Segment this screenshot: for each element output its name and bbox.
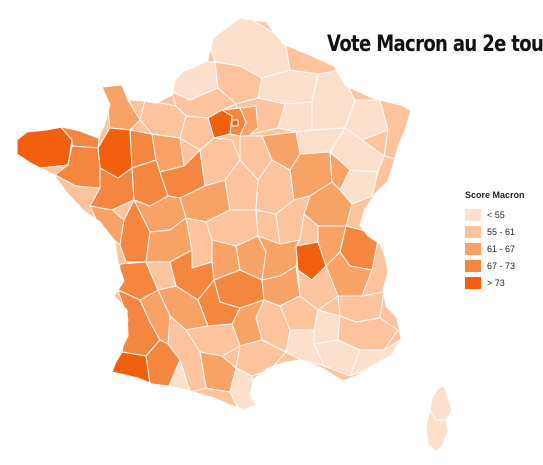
mainland-outline	[16, 17, 412, 411]
legend-swatch	[465, 225, 481, 238]
dept-region	[17, 125, 73, 169]
dept-region	[339, 169, 379, 205]
legend: Score Macron < 55 55 - 61 61 - 67 67 - 7…	[465, 190, 525, 291]
dept-region	[313, 309, 341, 345]
legend-item: > 73	[465, 274, 525, 291]
legend-label: 67 - 73	[487, 260, 516, 271]
paris	[231, 119, 239, 127]
legend-item: 61 - 67	[465, 240, 525, 257]
legend-label: 61 - 67	[487, 243, 516, 254]
legend-item: 55 - 61	[465, 223, 525, 240]
legend-swatch	[465, 208, 481, 221]
dept-region	[109, 351, 151, 389]
legend-label: < 55	[487, 209, 505, 220]
legend-swatch	[465, 276, 481, 289]
corse-sud	[425, 408, 449, 453]
map-title: Vote Macron au 2e tour	[327, 32, 543, 57]
legend-label: > 73	[487, 277, 505, 288]
legend-title: Score Macron	[465, 190, 525, 200]
legend-item: 67 - 73	[465, 257, 525, 274]
legend-swatch	[465, 242, 481, 255]
legend-item: < 55	[465, 206, 525, 223]
legend-swatch	[465, 259, 481, 272]
legend-label: 55 - 61	[487, 226, 516, 237]
